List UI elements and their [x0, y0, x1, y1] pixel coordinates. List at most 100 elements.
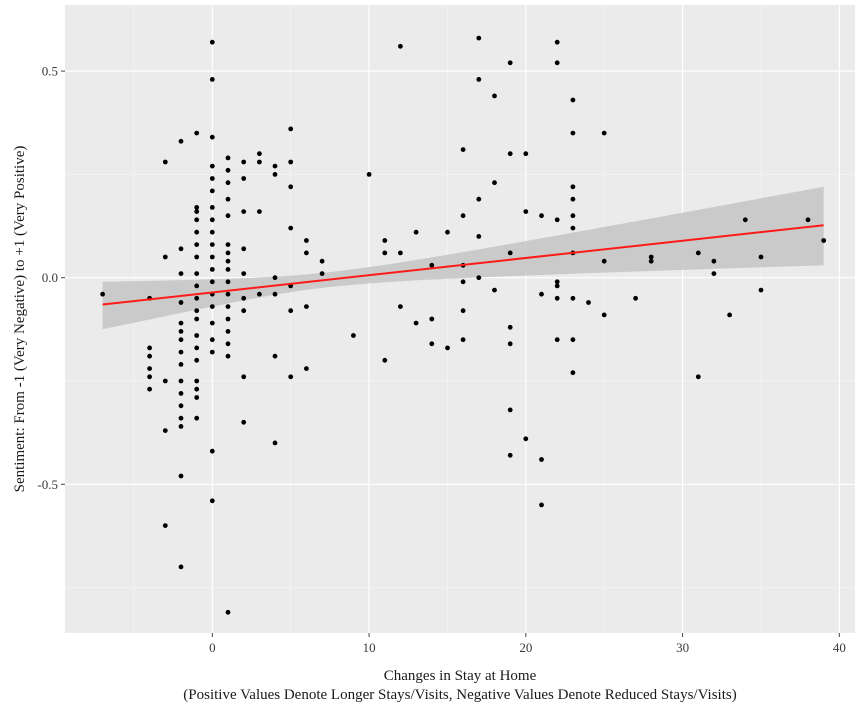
data-point [413, 320, 419, 326]
data-point [194, 395, 200, 400]
data-point [209, 39, 215, 45]
data-point [147, 374, 153, 380]
data-point [225, 329, 231, 334]
data-point [178, 337, 184, 343]
data-point [209, 163, 215, 169]
y-axis-title: Sentiment: From -1 (Very Negative) to +1… [12, 146, 28, 493]
data-point [178, 271, 184, 276]
data-point [523, 151, 529, 157]
data-point [570, 196, 576, 202]
data-point [178, 349, 184, 355]
x-tick-label: 40 [833, 640, 846, 655]
major-grid [65, 5, 855, 633]
data-point [507, 452, 513, 458]
data-point [209, 134, 215, 140]
data-point [178, 320, 184, 326]
data-point [209, 254, 215, 260]
data-point [507, 250, 513, 256]
data-point [648, 254, 654, 260]
data-point [194, 130, 200, 136]
data-point [225, 609, 231, 615]
data-point [162, 159, 168, 165]
data-point [194, 415, 200, 421]
data-point [194, 357, 200, 363]
data-point [241, 271, 247, 276]
data-point [805, 217, 811, 223]
data-point [570, 225, 576, 231]
data-point [429, 341, 435, 347]
data-point [162, 378, 168, 384]
x-tick-label: 30 [676, 640, 689, 655]
data-point [178, 424, 184, 429]
data-point [209, 229, 215, 235]
data-point [257, 291, 262, 297]
data-point [257, 151, 262, 157]
data-point [194, 242, 200, 248]
data-point [570, 295, 576, 301]
data-point [147, 353, 153, 359]
data-point [351, 333, 356, 338]
data-point [304, 250, 309, 256]
data-point [178, 246, 184, 252]
data-point [288, 374, 294, 380]
data-point [209, 176, 215, 181]
data-point [194, 283, 200, 289]
data-point [758, 287, 764, 293]
data-point [601, 258, 607, 264]
data-point [398, 43, 403, 49]
y-tick-label: 0.0 [42, 270, 58, 285]
data-point [162, 523, 168, 528]
data-point [178, 415, 184, 421]
x-axis-title: Changes in Stay at Home [384, 668, 537, 684]
data-point [570, 130, 576, 136]
data-point [319, 271, 325, 276]
data-point [225, 180, 231, 186]
data-point [178, 329, 184, 334]
data-point [633, 295, 638, 301]
data-point [366, 172, 372, 177]
data-point [225, 242, 231, 248]
data-point [272, 172, 278, 177]
data-point [194, 271, 200, 276]
data-point [476, 196, 482, 202]
data-point [194, 333, 200, 338]
data-point [601, 130, 607, 136]
data-point [288, 308, 294, 314]
data-point [507, 341, 513, 347]
data-point [570, 97, 576, 103]
data-point [241, 209, 247, 215]
data-point [711, 271, 717, 276]
data-point [648, 258, 654, 264]
data-point [554, 279, 560, 285]
data-point [476, 275, 482, 281]
data-point [601, 312, 607, 318]
x-axis-subtitle: (Positive Values Denote Longer Stays/Vis… [183, 687, 736, 703]
data-point [178, 362, 184, 367]
data-point [194, 205, 200, 210]
data-point [727, 312, 732, 318]
data-point [445, 345, 450, 351]
data-point [758, 254, 764, 260]
data-point [194, 386, 200, 392]
data-point [695, 250, 701, 256]
data-point [194, 217, 200, 223]
data-point [225, 196, 231, 202]
data-point [507, 324, 513, 330]
data-point [821, 238, 827, 243]
data-point [382, 250, 388, 256]
data-point [225, 341, 231, 347]
data-point [209, 205, 215, 210]
data-point [194, 295, 200, 301]
data-point [225, 304, 231, 309]
data-point [178, 138, 184, 144]
data-point [288, 225, 294, 231]
data-point [241, 246, 247, 252]
data-point [209, 349, 215, 355]
data-point [194, 209, 200, 215]
data-point [554, 217, 560, 223]
data-point [492, 180, 497, 186]
data-point [225, 279, 231, 285]
plot-panel [65, 5, 855, 633]
